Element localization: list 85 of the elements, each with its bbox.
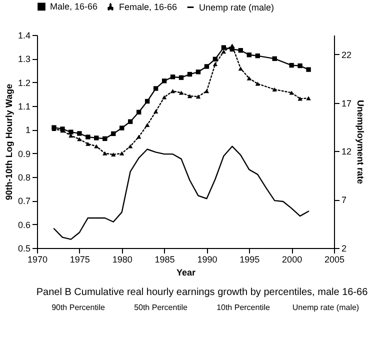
y2-tick-label: 22 (342, 50, 352, 60)
point (68, 134, 74, 138)
point (238, 66, 243, 71)
point (178, 75, 184, 80)
y2-axis-title: Unemployment rate (356, 100, 366, 184)
point (102, 136, 108, 142)
point (255, 53, 260, 58)
text: 50th Percentile (134, 303, 188, 312)
point (221, 45, 226, 50)
y2-tick-label: 17 (342, 98, 352, 108)
x-tick-label: 1995 (240, 254, 260, 264)
point (120, 151, 124, 156)
point (86, 134, 90, 140)
point (255, 82, 260, 86)
point (246, 76, 252, 80)
point (272, 87, 277, 92)
y-tick-label: 1.3 (18, 54, 30, 64)
point (187, 94, 192, 98)
x-axis-title: Year (176, 268, 196, 278)
y-tick-label: 1.1 (18, 102, 30, 112)
x-tick-label: 1975 (70, 254, 90, 264)
point (162, 78, 167, 84)
point (144, 98, 150, 104)
point (272, 56, 277, 62)
x-tick-label: 2000 (282, 254, 302, 264)
y-tick-label: 1 (25, 125, 30, 136)
point (77, 131, 82, 136)
point (102, 151, 108, 156)
y-tick-label: 0.9 (18, 148, 30, 159)
y2-tick-label: 7 (342, 195, 347, 206)
point (68, 130, 74, 134)
y-axis-title: 90th-10th Log Hourly Wage (4, 84, 14, 200)
point (246, 52, 252, 58)
point (178, 90, 184, 95)
point (144, 122, 150, 127)
point (128, 119, 133, 124)
y-tick-label: 0.7 (18, 196, 30, 206)
point (170, 74, 176, 80)
point (111, 131, 116, 136)
x-tick-label: 1990 (197, 254, 218, 264)
point (170, 89, 176, 94)
y-tick-label: 0.8 (18, 172, 30, 182)
text: Panel B Cumulative real hourly earnings growth by percentiles, male 16-66 (36, 287, 368, 298)
point (162, 95, 167, 100)
point (153, 86, 158, 91)
point (136, 110, 142, 114)
legend-label: Female, 16-66 (119, 2, 178, 12)
y2-tick-label: 2 (342, 244, 347, 254)
point (196, 70, 201, 74)
point (298, 96, 302, 101)
point (306, 67, 311, 72)
point (238, 48, 243, 53)
point (289, 90, 294, 95)
legend-label: Male, 16-66 (50, 2, 98, 12)
point (153, 109, 158, 114)
y-tick-label: 1.4 (18, 30, 30, 40)
text: Unemp rate (male) (292, 303, 360, 312)
text: 90th Percentile (52, 303, 106, 312)
y-tick-label: 0.5 (18, 244, 30, 254)
point (212, 62, 218, 66)
x-tick-label: 1970 (27, 254, 48, 264)
text: 10th Percentile (216, 303, 270, 312)
point (289, 62, 294, 68)
legend-label: Unemp rate (male) (199, 2, 274, 12)
y-tick-label: 1.2 (18, 78, 30, 88)
x-tick-label: 1980 (112, 254, 132, 264)
point (204, 89, 210, 94)
point (221, 50, 226, 54)
point (204, 64, 210, 69)
point (187, 72, 192, 77)
point (212, 56, 218, 62)
y2-tick-label: 12 (342, 146, 352, 157)
point (94, 144, 99, 148)
point (136, 134, 142, 139)
point (111, 152, 116, 157)
point (94, 136, 99, 140)
point (120, 126, 124, 130)
point (86, 142, 90, 146)
line-series (53, 146, 310, 240)
point (196, 94, 201, 99)
point (298, 63, 302, 68)
point (128, 144, 133, 148)
x-tick-label: 2005 (324, 254, 345, 264)
y-tick-label: 0.6 (18, 220, 30, 230)
x-tick-label: 1985 (154, 254, 175, 264)
